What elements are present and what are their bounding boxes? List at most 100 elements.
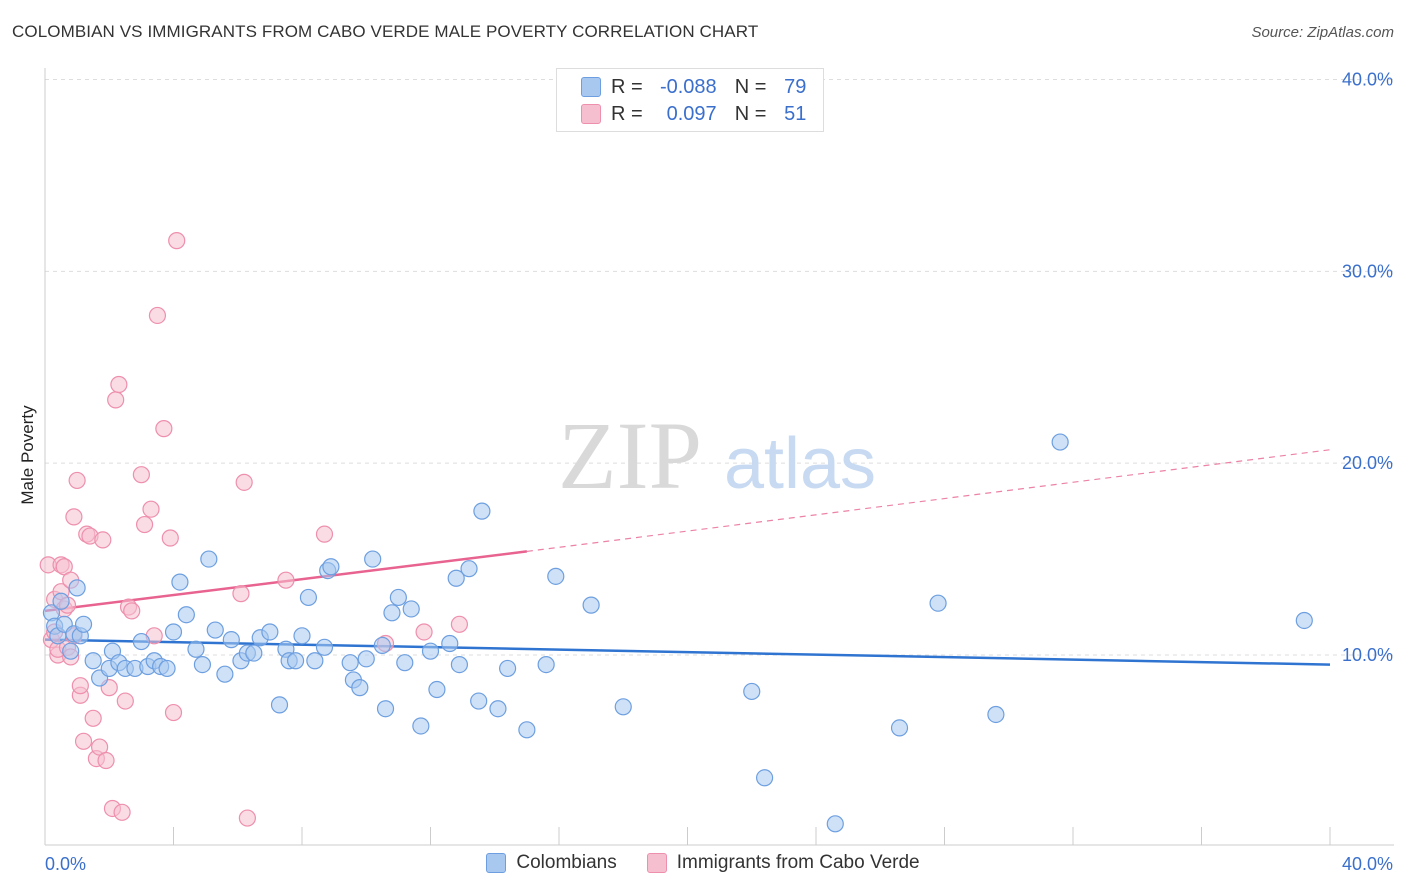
data-point-colombians — [322, 558, 340, 576]
data-point-colombians — [52, 592, 70, 610]
data-point-colombians — [74, 615, 93, 633]
data-point-colombians — [743, 682, 761, 701]
data-point-colombians — [614, 698, 632, 716]
data-point-colombians — [1051, 433, 1069, 451]
data-point-colombians — [1295, 611, 1313, 630]
data-point-colombians — [261, 623, 279, 641]
bottom-legend-label-colombians: Colombians — [516, 852, 617, 873]
data-point-colombians — [62, 642, 80, 660]
data-point-cabo-verde — [161, 529, 179, 547]
data-point-colombians — [470, 692, 488, 710]
data-point-colombians — [450, 655, 469, 674]
watermark: ZIP atlas — [558, 402, 876, 509]
data-point-cabo-verde — [164, 703, 183, 722]
data-point-colombians — [929, 594, 947, 612]
data-point-cabo-verde — [71, 677, 89, 695]
data-point-cabo-verde — [238, 809, 256, 827]
data-point-colombians — [499, 659, 517, 678]
data-point-colombians — [537, 655, 555, 674]
legend-swatch-blue — [581, 77, 601, 97]
data-point-colombians — [193, 655, 212, 674]
series-cabo-verde-points — [39, 232, 469, 827]
axes — [44, 68, 1394, 846]
data-point-cabo-verde — [315, 525, 334, 543]
data-point-colombians — [389, 588, 407, 607]
data-point-colombians — [200, 550, 218, 568]
data-point-colombians — [270, 696, 289, 714]
data-point-cabo-verde — [235, 473, 253, 491]
data-point-colombians — [473, 502, 491, 520]
data-point-colombians — [206, 621, 224, 639]
data-point-cabo-verde — [277, 571, 295, 589]
data-point-colombians — [171, 573, 189, 591]
data-point-colombians — [158, 659, 176, 678]
tick-labels: 10.0% 20.0% 30.0% 40.0% 0.0% 40.0% — [45, 70, 1393, 875]
data-point-cabo-verde — [450, 615, 469, 633]
data-point-colombians — [164, 623, 183, 641]
data-point-colombians — [518, 721, 536, 739]
data-point-cabo-verde — [148, 306, 167, 325]
bottom-legend-colombians[interactable]: Colombians — [486, 852, 617, 874]
data-point-colombians — [216, 665, 234, 683]
y-tick-label: 40.0% — [1342, 70, 1393, 90]
data-point-colombians — [755, 769, 774, 787]
data-point-colombians — [299, 588, 318, 607]
data-point-colombians — [987, 705, 1005, 724]
legend-r-label: R = — [611, 75, 643, 98]
data-point-colombians — [187, 640, 205, 658]
data-point-cabo-verde — [415, 623, 433, 641]
legend: R = -0.088 N = 79 R = 0.097 N = 51 — [556, 68, 824, 132]
bottom-legend-cabo-verde[interactable]: Immigrants from Cabo Verde — [646, 852, 920, 874]
data-point-cabo-verde — [94, 531, 112, 549]
data-point-cabo-verde — [132, 466, 150, 484]
data-point-cabo-verde — [232, 585, 250, 603]
data-point-cabo-verde — [123, 602, 141, 620]
legend-n-label: N = — [734, 75, 767, 98]
data-point-colombians — [582, 596, 600, 614]
watermark-atlas: atlas — [724, 424, 876, 504]
bottom-legend-swatch-pink — [646, 853, 667, 873]
x-tick-label-min: 0.0% — [45, 854, 86, 874]
y-tick-label: 20.0% — [1342, 453, 1393, 473]
data-point-cabo-verde — [74, 732, 93, 750]
data-point-cabo-verde — [84, 709, 102, 727]
data-point-colombians — [421, 642, 440, 660]
data-point-colombians — [351, 679, 369, 697]
gridlines — [45, 79, 1394, 656]
legend-n-value: 51 — [784, 102, 807, 125]
data-point-colombians — [245, 644, 263, 662]
data-point-cabo-verde — [113, 803, 131, 821]
data-point-colombians — [383, 604, 401, 622]
data-point-colombians — [357, 650, 375, 668]
y-tick-label: 30.0% — [1342, 261, 1393, 281]
y-tick-label: 10.0% — [1342, 645, 1393, 665]
data-point-colombians — [376, 700, 395, 718]
series-colombians-points — [42, 433, 1313, 833]
data-point-colombians — [286, 652, 305, 670]
data-point-colombians — [177, 606, 195, 624]
trend-line-cabo-verde-extrapolated — [526, 449, 1331, 553]
data-point-colombians — [364, 550, 382, 568]
data-point-colombians — [826, 815, 844, 833]
legend-r-value: -0.088 — [659, 75, 717, 98]
data-point-cabo-verde — [97, 751, 115, 770]
x-tick-label-max: 40.0% — [1342, 854, 1393, 874]
data-point-colombians — [447, 569, 465, 587]
data-point-cabo-verde — [142, 500, 160, 518]
data-point-colombians — [890, 719, 909, 737]
legend-n-value: 79 — [784, 75, 807, 98]
data-point-colombians — [132, 632, 150, 651]
legend-swatch-pink — [581, 104, 601, 124]
data-point-colombians — [441, 634, 459, 653]
data-point-cabo-verde — [116, 692, 134, 710]
bottom-legend: Colombians Immigrants from Cabo Verde — [0, 852, 1406, 874]
chart-title: COLOMBIAN VS IMMIGRANTS FROM CABO VERDE … — [12, 22, 759, 41]
data-point-cabo-verde — [155, 420, 173, 438]
data-point-colombians — [84, 652, 102, 670]
data-point-colombians — [402, 600, 420, 618]
bottom-legend-label-cabo-verde: Immigrants from Cabo Verde — [676, 852, 920, 873]
data-point-colombians — [341, 654, 359, 672]
source-label: Source: ZipAtlas.com — [1251, 24, 1394, 41]
data-point-colombians — [315, 638, 334, 656]
